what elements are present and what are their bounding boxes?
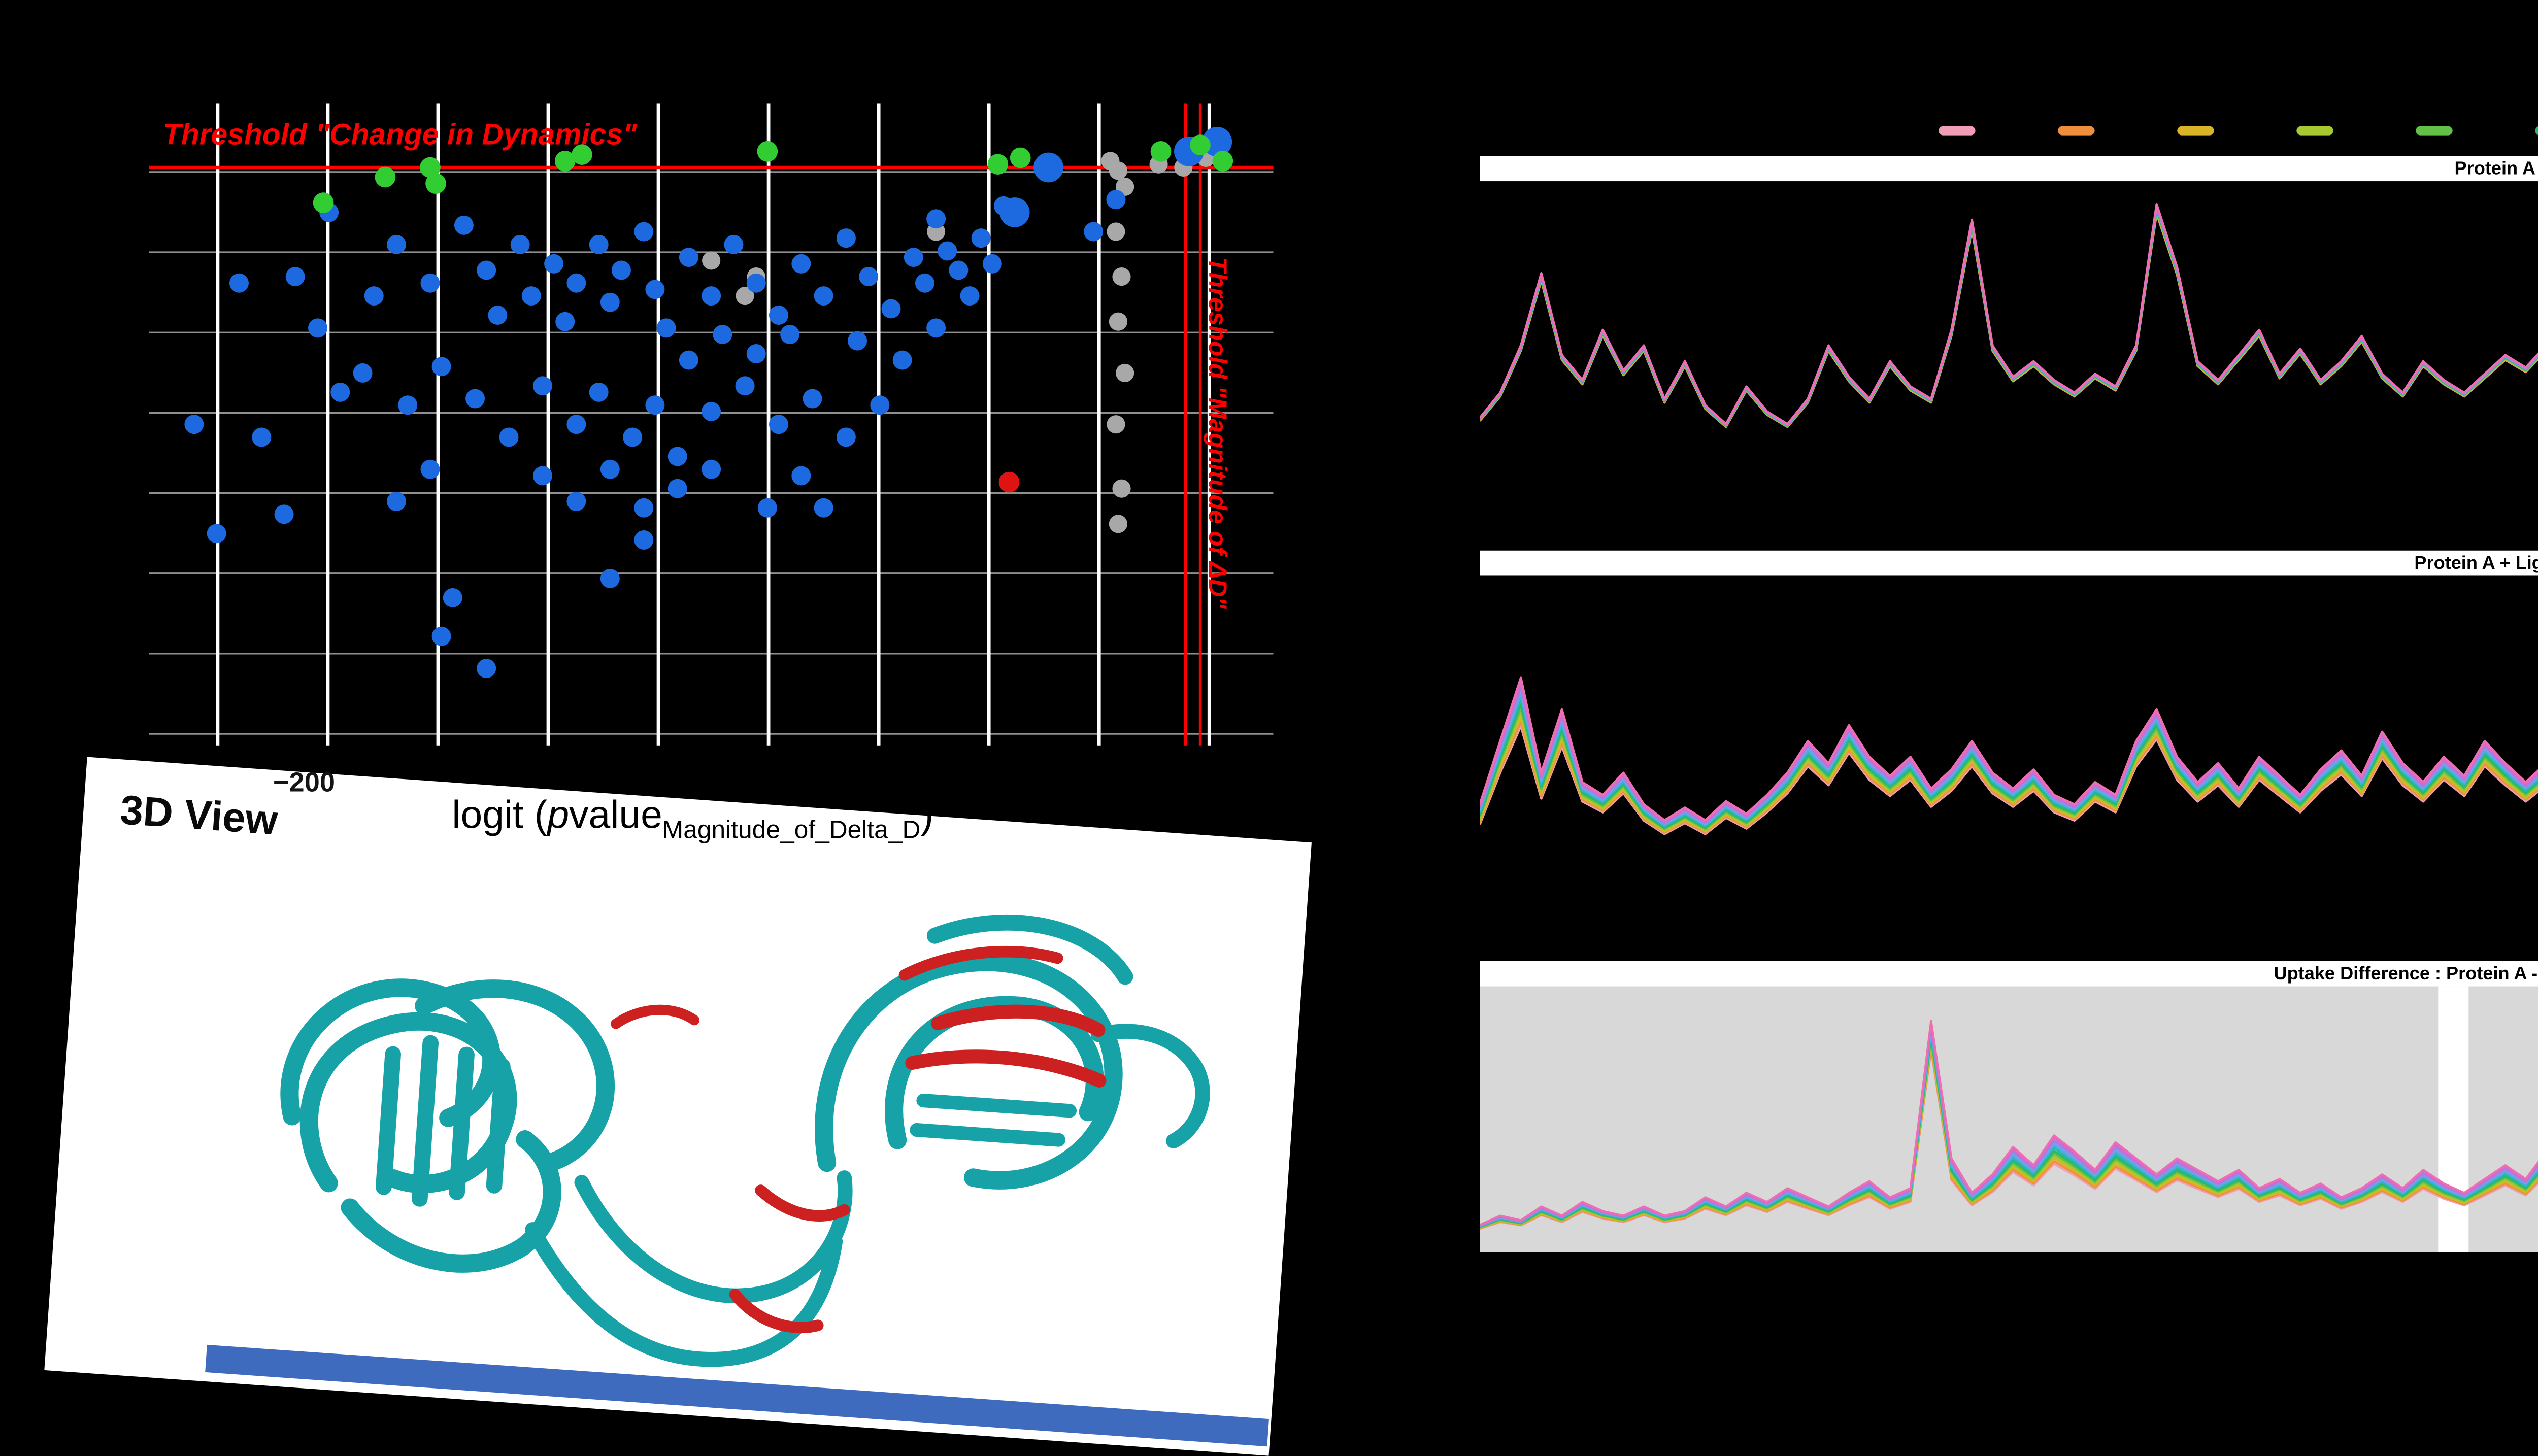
volcano-plot[interactable] (149, 103, 1274, 746)
highlight-strand (905, 1049, 1107, 1088)
volcano-x-tick: −200 (273, 766, 336, 798)
legend-dash (2177, 126, 2214, 134)
chart-titlebar-protein-a: Protein A (1480, 156, 2538, 182)
legend-dash (1939, 126, 1976, 134)
x-label-main: value (569, 793, 662, 837)
threshold-magnitude-label: Threshold "Magnitude of ΔD" (1202, 257, 1230, 609)
ribbon-loop (525, 1222, 843, 1367)
x-label-prefix: logit ( (452, 793, 548, 837)
beta-strand (411, 1035, 439, 1207)
volcano-x-axis-label: logit (pvalueMagnitude_of_Delta_D) (452, 794, 933, 845)
ribbon-helix (299, 1012, 517, 1194)
structure-panel: 3D View (44, 757, 1312, 1456)
ribbon-loop (926, 914, 1133, 985)
protein-3d-structure[interactable] (142, 828, 1278, 1431)
ribbon-helix (815, 953, 1123, 1190)
highlight-strand (729, 1289, 824, 1334)
ribbon-helix (341, 1130, 561, 1273)
uptake-chart-protein-a-ligand[interactable] (1480, 575, 2538, 929)
beta-strand (376, 1046, 401, 1195)
beta-strand (910, 1123, 1065, 1147)
ribbon-loop (574, 1170, 853, 1304)
beta-strand (916, 1093, 1077, 1118)
legend-dash (2296, 126, 2333, 134)
app-root: Threshold "Change in Dynamics" Threshold… (44, 103, 2538, 1456)
highlight-strand (931, 1004, 1106, 1037)
chart-titlebar-uptake-difference: Uptake Difference : Protein A - (Protein… (1480, 961, 2538, 987)
legend-dash (2535, 126, 2538, 134)
ribbon-helix (280, 978, 501, 1127)
highlight-strand (898, 945, 1063, 981)
x-label-subscript: Magnitude_of_Delta_D (662, 817, 921, 845)
uptake-difference-chart[interactable] (1480, 986, 2538, 1252)
legend-dash (2058, 126, 2095, 134)
legend-dash (2416, 126, 2453, 134)
highlight-strand (755, 1184, 850, 1222)
chart-title: Protein A + Ligand (2414, 553, 2538, 573)
beta-strand (449, 1046, 475, 1200)
threshold-change-in-dynamics-label: Threshold "Change in Dynamics" (162, 117, 637, 152)
ribbon-loop (1090, 1024, 1210, 1148)
timepoint-legend (1939, 126, 2538, 134)
x-label-suffix: ) (920, 793, 934, 837)
uptake-chart-protein-a[interactable] (1480, 181, 2538, 532)
chart-title: Protein A (2454, 158, 2535, 179)
ribbon-helix (415, 979, 615, 1173)
chart-titlebar-protein-a-ligand: Protein A + Ligand (1480, 550, 2538, 576)
x-label-p: p (547, 793, 570, 837)
chart-title: Uptake Difference : Protein A - (Protein… (2274, 963, 2538, 984)
highlight-strand (611, 1004, 700, 1029)
beta-strand (486, 1058, 511, 1194)
